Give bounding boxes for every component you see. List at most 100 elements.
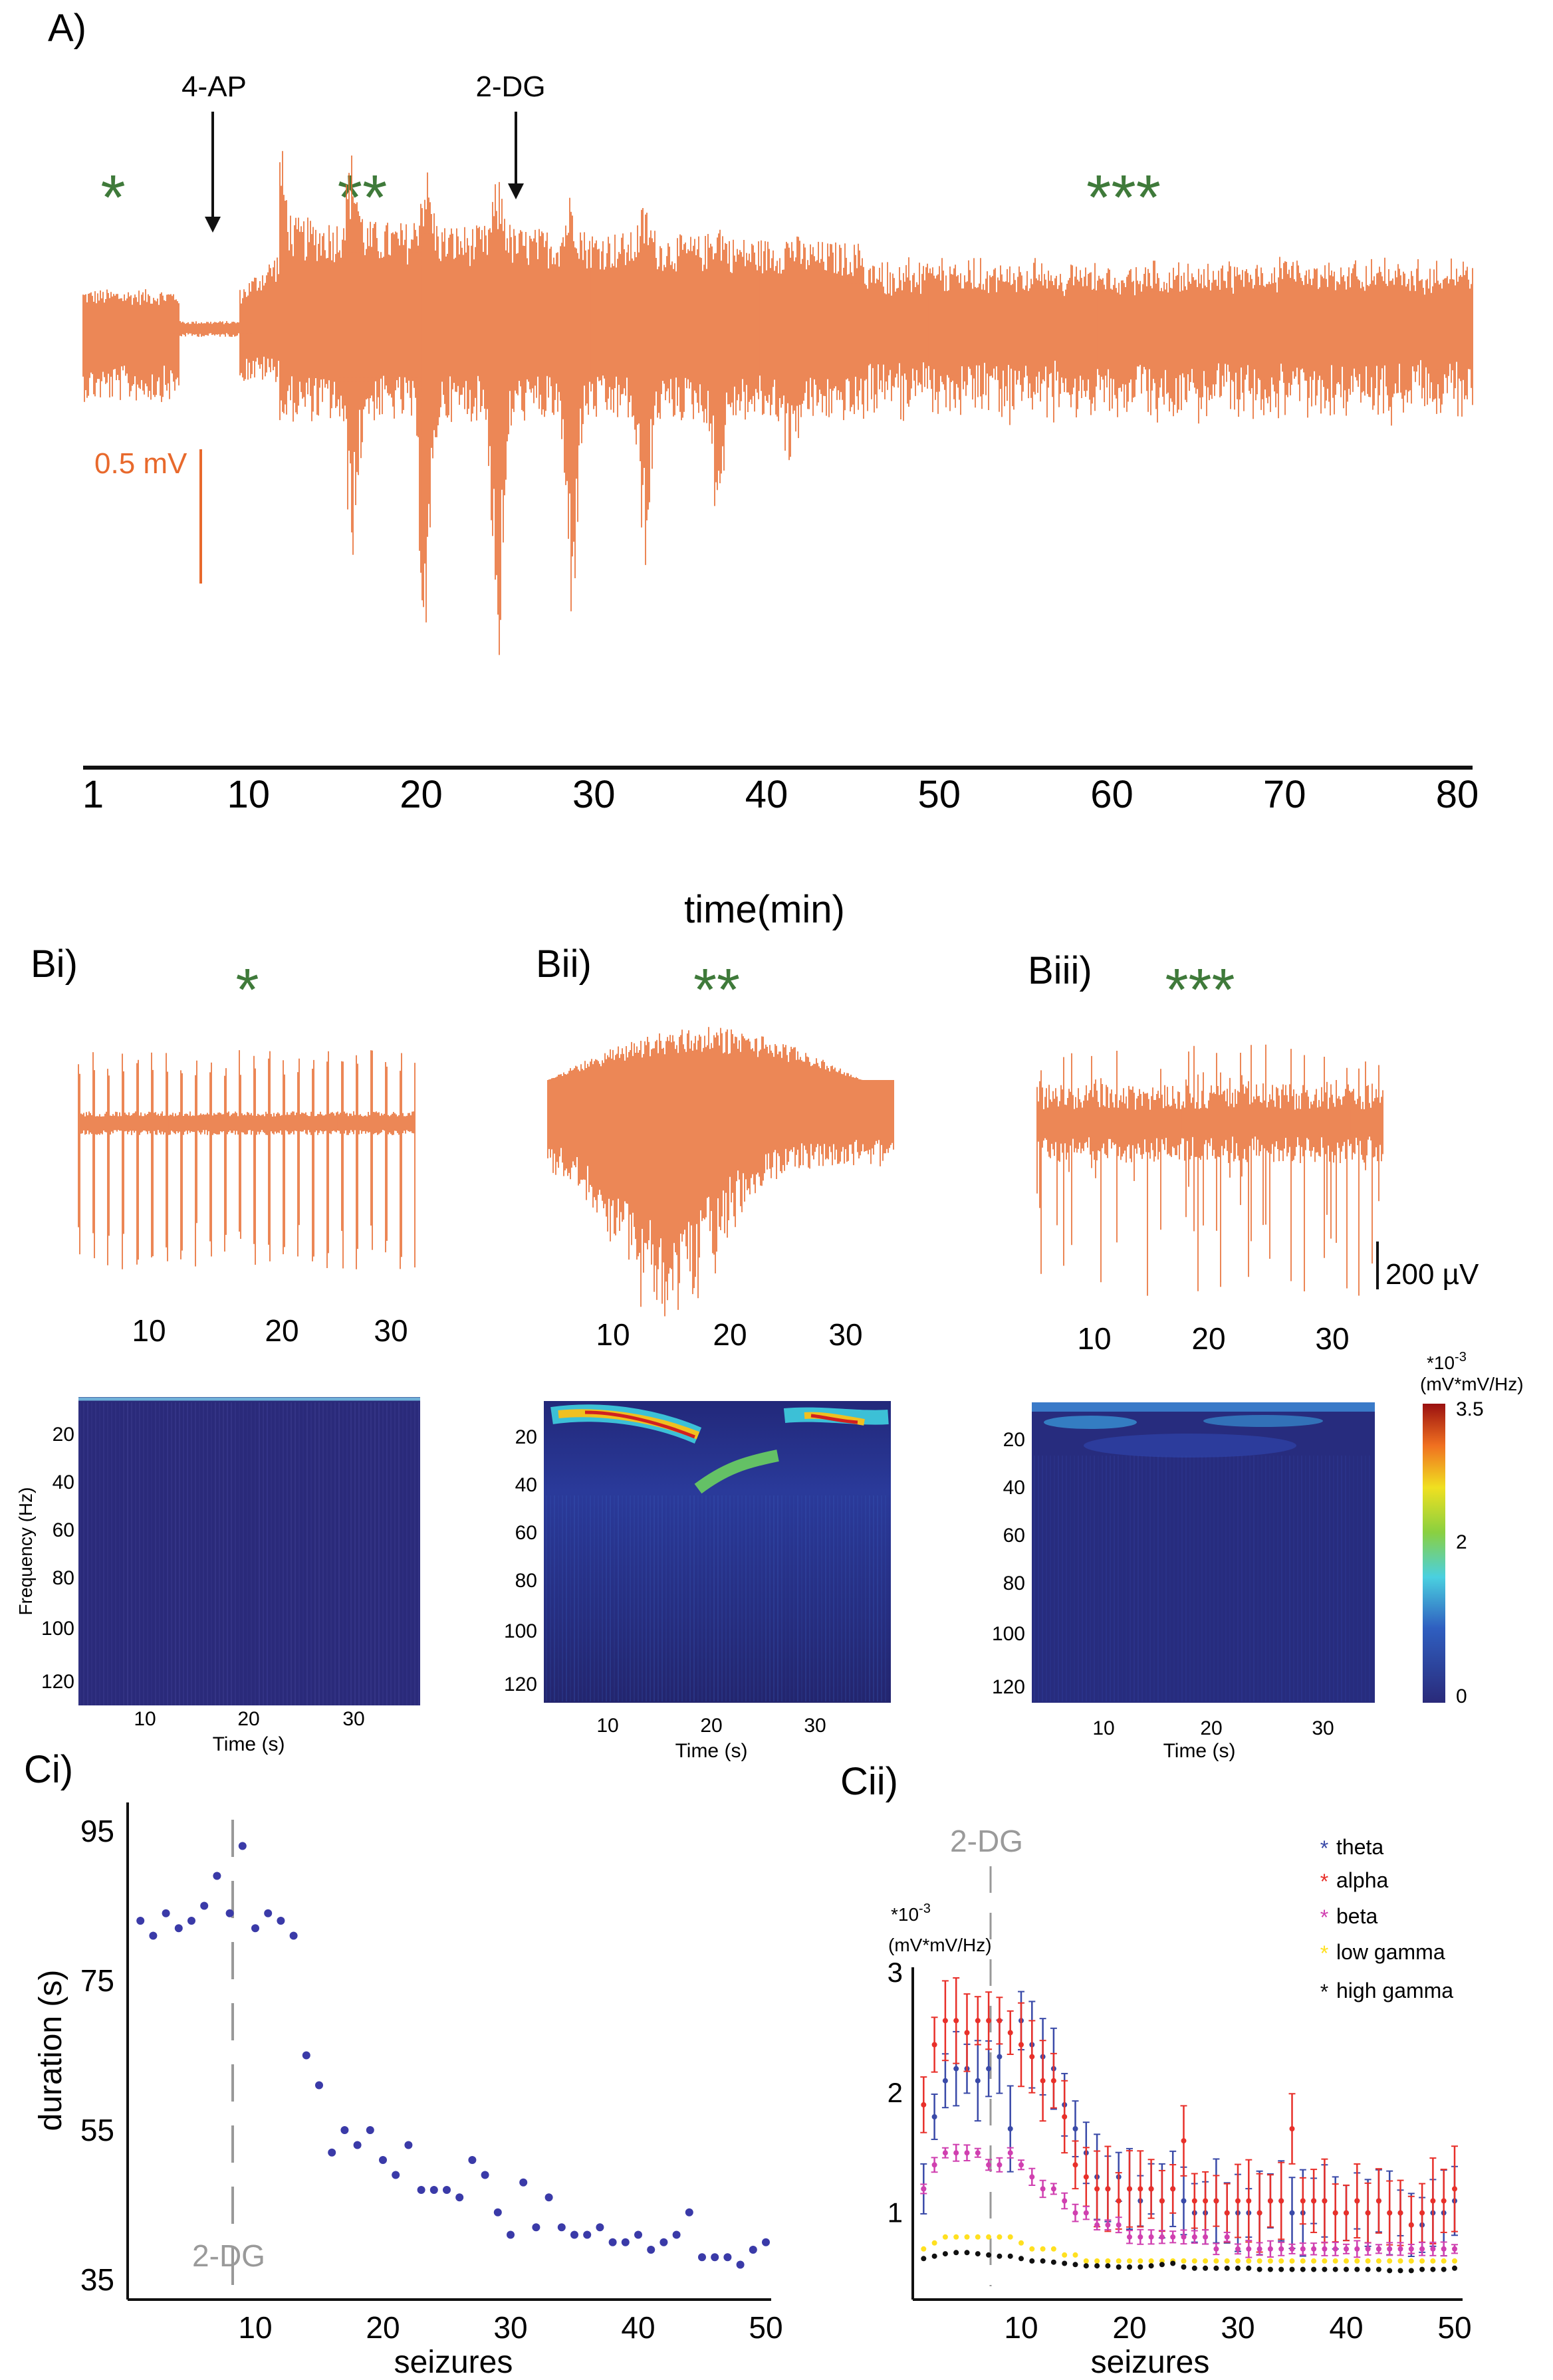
- cii-point: [1127, 2258, 1132, 2264]
- cii-point: [1387, 2210, 1393, 2216]
- panel-ci-label: Ci): [24, 1748, 73, 1791]
- cii-point: [1344, 2266, 1349, 2272]
- time-tick-80: 80: [1436, 773, 1479, 816]
- trace-tick-10: 10: [596, 1317, 630, 1352]
- cii-point: [1040, 2258, 1046, 2264]
- star-marker-3: ***: [1086, 162, 1161, 233]
- cii-point: [1127, 2186, 1132, 2192]
- cii-point: [1354, 2246, 1360, 2252]
- traceBi-path: [78, 1050, 416, 1269]
- panel-biii-label: Biii): [1028, 949, 1092, 992]
- cii-point: [1300, 2246, 1306, 2252]
- legend-item-high-gamma: * high gamma: [1320, 1979, 1454, 2004]
- spectrogram-ytick-120: 120: [504, 1674, 537, 1695]
- legend-marker: *: [1320, 1941, 1328, 1965]
- cii-point: [1441, 2246, 1447, 2252]
- cii-point: [1365, 2210, 1371, 2216]
- trace-ticks-bi: 10 20 30: [132, 1313, 408, 1348]
- cii-point: [1083, 2258, 1089, 2264]
- ci-point-34: [557, 2223, 566, 2232]
- cii-point: [1127, 2264, 1132, 2270]
- ci-point-35: [570, 2230, 578, 2239]
- cii-point: [931, 2162, 937, 2168]
- cii-point: [1267, 2198, 1273, 2204]
- cii-point: [1072, 2162, 1078, 2168]
- ci-point-11: [264, 1909, 273, 1917]
- trace-tick-30: 30: [828, 1317, 862, 1352]
- ci-scatter-points: [136, 1842, 770, 2269]
- cii-point: [1332, 2246, 1338, 2252]
- spectrogram-ytick-20: 20: [1003, 1429, 1025, 1451]
- cii-point: [1159, 2198, 1165, 2204]
- legend-marker: *: [1320, 1870, 1328, 1893]
- cii-point: [1181, 2198, 1187, 2204]
- ci-point-47: [723, 2253, 732, 2262]
- trace-ticks-biii: 10 20 30: [1077, 1321, 1349, 1356]
- cii-point: [1029, 2054, 1035, 2060]
- spectrogram-biii-features: [1032, 1402, 1375, 1458]
- cii-series-alpha: [920, 1977, 1458, 2254]
- spectrogram-biii-stripes: [1034, 1456, 1370, 1701]
- cii-point: [1170, 2234, 1176, 2240]
- cii-series-high-gamma: [921, 2250, 1457, 2274]
- colorbar-tick-mid: 2: [1456, 1531, 1467, 1553]
- cii-point: [1181, 2258, 1187, 2264]
- cii-point: [986, 2066, 992, 2072]
- cii-point: [1203, 2198, 1209, 2204]
- cii-point: [1105, 2263, 1111, 2269]
- cii-point: [1322, 2266, 1328, 2272]
- cii-point: [1116, 2264, 1122, 2270]
- cii-xtick-10: 10: [1004, 2310, 1038, 2345]
- cii-point: [931, 2114, 937, 2119]
- trace-tick-30: 30: [374, 1313, 408, 1348]
- ci-ytick-75: 75: [80, 1963, 114, 1998]
- cii-point: [975, 2251, 981, 2257]
- cii-point: [931, 2253, 937, 2259]
- colorbar-tick-min: 0: [1456, 1685, 1467, 1707]
- cii-point: [1018, 2042, 1024, 2048]
- cii-point: [1419, 2266, 1425, 2272]
- cii-point: [1354, 2258, 1360, 2264]
- cii-point: [1397, 2210, 1403, 2216]
- cii-point: [1159, 2234, 1165, 2240]
- ci-point-22: [404, 2141, 413, 2149]
- cii-point: [1181, 2264, 1187, 2270]
- cii-point: [1040, 2246, 1046, 2252]
- cii-point: [953, 2150, 959, 2156]
- ci-point-33: [544, 2193, 553, 2202]
- spectrogram-bi: [78, 1397, 420, 1705]
- legend-label: high gamma: [1336, 1979, 1453, 2002]
- cii-point: [1224, 2258, 1230, 2264]
- lfp-trace-bi: [78, 1050, 416, 1269]
- ci-ytick-55: 55: [80, 2113, 114, 2147]
- ci-point-49: [749, 2246, 757, 2254]
- ci-ticks: 95 75 55 35 10 20 30 40 50: [80, 1814, 783, 2345]
- legend-item-alpha: * alpha: [1320, 1868, 1389, 1893]
- spectrogram-ytick-60: 60: [1003, 1525, 1025, 1547]
- cii-point: [1007, 2253, 1013, 2259]
- lfp-trace-bii: [547, 1027, 894, 1317]
- spectrogram-ytick-20: 20: [53, 1424, 74, 1446]
- cii-point: [1256, 2258, 1262, 2264]
- cii-point: [1235, 2246, 1241, 2252]
- cii-point: [1419, 2210, 1425, 2216]
- spectrogram-ytick-120: 120: [992, 1676, 1025, 1698]
- cii-point: [1256, 2210, 1262, 2216]
- cii-point: [921, 2102, 927, 2108]
- drug-annotation-4ap: 4-AP: [181, 70, 247, 103]
- cii-point: [942, 2234, 948, 2240]
- ci-xtick-40: 40: [621, 2310, 655, 2345]
- cii-point: [1387, 2258, 1393, 2264]
- ci-ytick-95: 95: [80, 1814, 114, 1848]
- spectrogram-ytick-40: 40: [53, 1471, 74, 1493]
- cii-xlabel: seizures: [1091, 2345, 1210, 2380]
- panel-cii-label: Cii): [840, 1760, 898, 1803]
- cii-point: [1072, 2262, 1078, 2268]
- cii-point: [1062, 2114, 1068, 2119]
- cii-point: [1072, 2252, 1078, 2258]
- cii-point: [986, 2252, 992, 2258]
- cii-point: [1094, 2263, 1100, 2269]
- cii-point: [1300, 2198, 1306, 2204]
- cii-point: [1387, 2246, 1393, 2252]
